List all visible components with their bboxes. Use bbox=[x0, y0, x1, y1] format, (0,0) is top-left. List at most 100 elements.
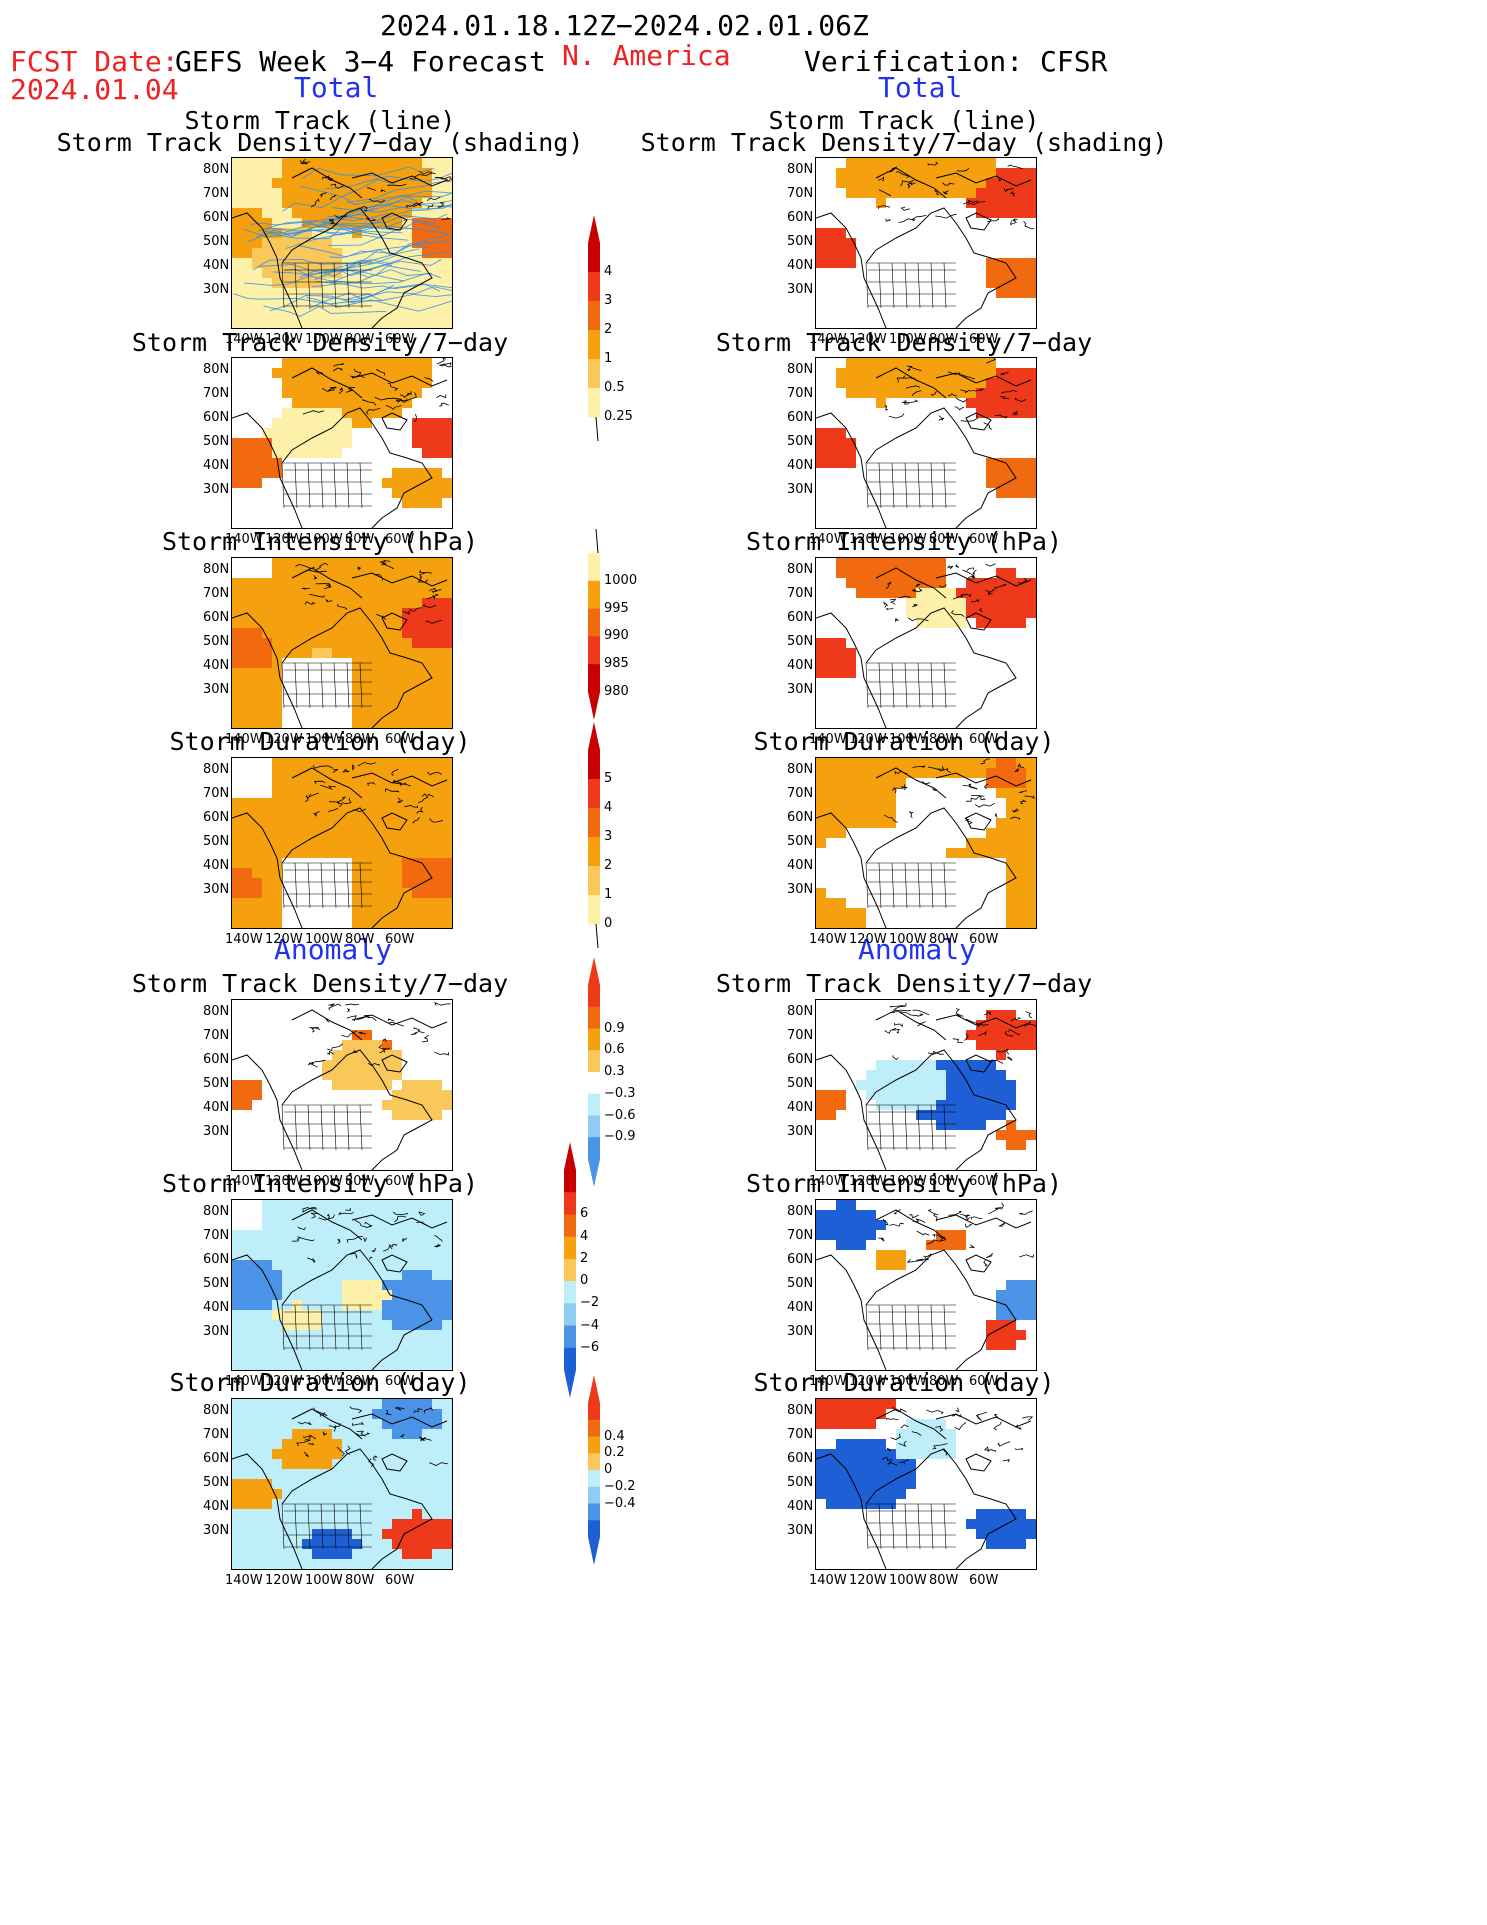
colorbar-tick-label: 4 bbox=[580, 1228, 589, 1244]
colorbar-svg bbox=[564, 1142, 576, 1398]
map-density-anomaly-verification bbox=[815, 999, 1037, 1171]
lon-tick-label: 100W bbox=[305, 1174, 343, 1189]
lat-tick-label: 30N bbox=[787, 1324, 814, 1339]
lon-tick-label: 100W bbox=[889, 932, 927, 947]
lat-tick-label: 40N bbox=[787, 258, 814, 273]
colorbar-tick-label: −0.9 bbox=[604, 1129, 636, 1145]
map-duration-verification bbox=[815, 757, 1037, 929]
lon-tick-label: 100W bbox=[305, 532, 343, 547]
lon-tick-label: 140W bbox=[809, 932, 847, 947]
lon-tick-label: 140W bbox=[809, 1374, 847, 1389]
lon-tick-label: 140W bbox=[225, 732, 263, 747]
map-density-anomaly-forecast bbox=[231, 999, 453, 1171]
lon-tick-label: 60W bbox=[969, 932, 999, 947]
colorbar-tick-label: 0.25 bbox=[604, 409, 633, 424]
lon-tick-label: 60W bbox=[969, 1174, 999, 1189]
lat-tick-label: 70N bbox=[787, 186, 814, 201]
lat-tick-label: 40N bbox=[203, 1100, 230, 1115]
lat-tick-label: 60N bbox=[787, 1052, 814, 1067]
map-density-verification bbox=[815, 357, 1037, 529]
lon-tick-label: 120W bbox=[265, 932, 303, 947]
total-label-left: Total bbox=[294, 71, 379, 104]
lat-tick-label: 80N bbox=[787, 762, 814, 777]
lat-tick-label: 80N bbox=[787, 162, 814, 177]
lat-tick-label: 80N bbox=[203, 162, 230, 177]
colorbar-tick-label: −0.6 bbox=[604, 1107, 636, 1123]
lon-tick-label: 120W bbox=[849, 532, 887, 547]
lat-tick-label: 80N bbox=[787, 1204, 814, 1219]
lat-tick-label: 40N bbox=[787, 858, 814, 873]
lat-tick-label: 50N bbox=[787, 234, 814, 249]
lon-tick-label: 140W bbox=[809, 332, 847, 347]
lat-tick-label: 60N bbox=[203, 410, 230, 425]
colorbar-tick-label: 0 bbox=[604, 1462, 613, 1477]
lon-tick-label: 140W bbox=[225, 1174, 263, 1189]
lon-tick-label: 140W bbox=[225, 1374, 263, 1389]
colorbar-tick-label: −0.3 bbox=[604, 1085, 636, 1101]
map-intensity-anomaly-verification bbox=[815, 1199, 1037, 1371]
lon-tick-label: 120W bbox=[265, 732, 303, 747]
colorbar-duration-total bbox=[584, 722, 624, 952]
lon-tick-label: 80W bbox=[345, 932, 375, 947]
colorbar-tick-label: 3 bbox=[604, 293, 613, 308]
lat-tick-label: 60N bbox=[787, 210, 814, 225]
lat-tick-label: 70N bbox=[203, 386, 230, 401]
lon-tick-label: 120W bbox=[849, 932, 887, 947]
map-svg bbox=[816, 1000, 1036, 1170]
lat-tick-label: 80N bbox=[203, 762, 230, 777]
colorbar-intensity-anomaly bbox=[560, 1142, 600, 1398]
colorbar-tick-label: 1 bbox=[604, 887, 613, 902]
lon-tick-label: 140W bbox=[225, 532, 263, 547]
lon-tick-label: 60W bbox=[385, 1573, 415, 1588]
lat-tick-label: 30N bbox=[203, 1523, 230, 1538]
lat-tick-label: 80N bbox=[203, 1004, 230, 1019]
colorbar-tick-label: 0.9 bbox=[604, 1020, 625, 1036]
lon-tick-label: 80W bbox=[345, 1174, 375, 1189]
lon-tick-label: 60W bbox=[969, 1374, 999, 1389]
lat-tick-label: 60N bbox=[787, 810, 814, 825]
map-svg bbox=[232, 1000, 452, 1170]
colorbar-tick-label: 1 bbox=[604, 351, 613, 366]
lon-tick-label: 120W bbox=[849, 732, 887, 747]
map-duration-anomaly-verification bbox=[815, 1398, 1037, 1570]
verification-title: Verification: CFSR bbox=[804, 45, 1108, 78]
lon-tick-label: 120W bbox=[265, 332, 303, 347]
lat-tick-label: 60N bbox=[203, 610, 230, 625]
colorbar-tick-label: 995 bbox=[604, 600, 629, 616]
lat-tick-label: 60N bbox=[787, 1252, 814, 1267]
lon-tick-label: 100W bbox=[889, 532, 927, 547]
lat-tick-label: 50N bbox=[787, 1276, 814, 1291]
colorbar-tick-label: 1000 bbox=[604, 572, 638, 588]
lat-tick-label: 50N bbox=[203, 234, 230, 249]
colorbar-duration-anomaly bbox=[584, 1375, 624, 1565]
map-svg bbox=[816, 358, 1036, 528]
lat-tick-label: 30N bbox=[203, 682, 230, 697]
lon-tick-label: 100W bbox=[305, 1573, 343, 1588]
colorbar-tick-label: 0.5 bbox=[604, 380, 625, 395]
map-svg bbox=[232, 158, 452, 328]
lat-tick-label: 80N bbox=[203, 1403, 230, 1418]
lat-tick-label: 50N bbox=[203, 1475, 230, 1490]
lat-tick-label: 30N bbox=[787, 282, 814, 297]
colorbar-tick-label: −4 bbox=[580, 1317, 600, 1333]
map-svg bbox=[232, 1200, 452, 1370]
forecast-title: GEFS Week 3−4 Forecast bbox=[175, 45, 546, 78]
lon-tick-label: 80W bbox=[929, 532, 959, 547]
lon-tick-label: 120W bbox=[849, 1573, 887, 1588]
lon-tick-label: 80W bbox=[345, 732, 375, 747]
lat-tick-label: 50N bbox=[203, 434, 230, 449]
lon-tick-label: 80W bbox=[345, 1374, 375, 1389]
lon-tick-label: 140W bbox=[809, 732, 847, 747]
region-title: N. America bbox=[562, 39, 731, 72]
lat-tick-label: 40N bbox=[203, 458, 230, 473]
map-svg bbox=[232, 758, 452, 928]
lon-tick-label: 100W bbox=[305, 932, 343, 947]
lon-tick-label: 100W bbox=[305, 1374, 343, 1389]
lat-tick-label: 70N bbox=[787, 786, 814, 801]
lat-tick-label: 40N bbox=[203, 258, 230, 273]
colorbar-tick-label: 0.2 bbox=[604, 1445, 625, 1461]
anomaly-label-left: Anomaly bbox=[274, 933, 393, 966]
colorbar-tick-label: 4 bbox=[604, 800, 613, 815]
map-intensity-verification bbox=[815, 557, 1037, 729]
map-track-verification bbox=[815, 157, 1037, 329]
